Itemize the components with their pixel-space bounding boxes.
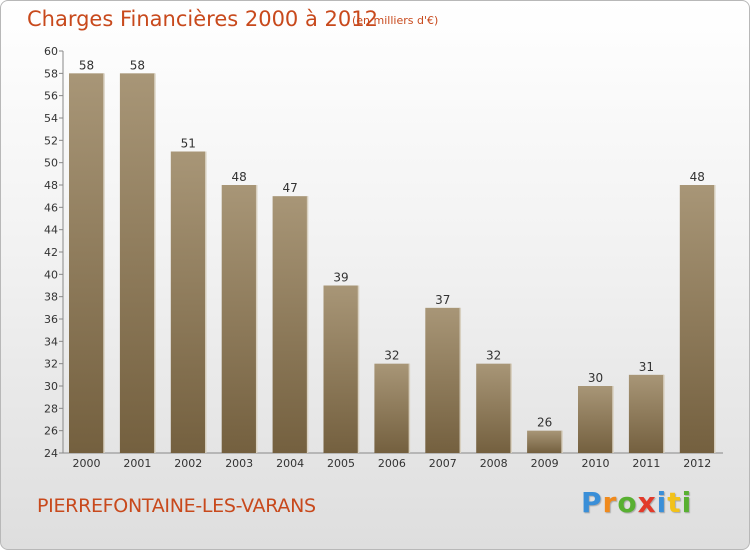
y-tick-label: 34 xyxy=(44,335,58,348)
x-tick-label: 2003 xyxy=(225,457,253,470)
bars: 58 58 51 48 47 39 32 37 32 26 30 31 48 xyxy=(69,58,716,453)
bar-2001 xyxy=(119,73,155,453)
y-tick-label: 52 xyxy=(44,134,58,147)
y-tick-label: 58 xyxy=(44,67,58,80)
bar-2011 xyxy=(628,374,664,453)
bar-value-label: 58 xyxy=(79,58,94,72)
bar-value-label: 32 xyxy=(486,349,501,363)
logo-letter: o xyxy=(617,486,638,519)
bar-value-label: 30 xyxy=(588,371,603,385)
bar-2007 xyxy=(425,307,461,453)
logo-letter: i xyxy=(681,486,693,519)
bar-value-label: 26 xyxy=(537,416,552,430)
x-tick-label: 2008 xyxy=(480,457,508,470)
bar-value-label: 48 xyxy=(690,170,705,184)
x-tick-label: 2011 xyxy=(632,457,660,470)
y-tick-label: 38 xyxy=(44,291,58,304)
chart-title: Charges Financières 2000 à 2012 xyxy=(27,7,378,31)
x-tick-label: 2002 xyxy=(174,457,202,470)
logo-letter: i xyxy=(656,486,668,519)
y-tick-label: 30 xyxy=(44,380,58,393)
bar-value-label: 51 xyxy=(181,137,196,151)
chart-subtitle: (en milliers d'€) xyxy=(352,14,439,27)
logo-letter: t xyxy=(667,486,682,519)
y-tick-label: 28 xyxy=(44,402,58,415)
y-axis-ticks: 24 26 28 30 32 34 36 38 40 42 44 46 48 50 52 54 56 58 60 xyxy=(44,45,63,460)
y-tick-label: 42 xyxy=(44,246,58,259)
bar-2002 xyxy=(170,151,206,453)
y-tick-label: 46 xyxy=(44,201,58,214)
x-tick-label: 2006 xyxy=(378,457,406,470)
y-tick-label: 24 xyxy=(44,447,58,460)
bar-value-label: 32 xyxy=(384,349,399,363)
x-tick-label: 2001 xyxy=(123,457,151,470)
y-tick-label: 36 xyxy=(44,313,58,326)
logo-letter: r xyxy=(602,486,618,519)
y-tick-label: 48 xyxy=(44,179,58,192)
y-tick-label: 50 xyxy=(44,157,58,170)
y-tick-label: 60 xyxy=(44,45,58,58)
bar-2006 xyxy=(374,363,410,453)
y-tick-label: 32 xyxy=(44,358,58,371)
x-tick-label: 2005 xyxy=(327,457,355,470)
bar-value-label: 47 xyxy=(282,181,297,195)
bar-value-label: 58 xyxy=(130,58,145,72)
bar-2010 xyxy=(578,386,613,453)
logo-letter: x xyxy=(637,486,657,519)
x-tick-label: 2000 xyxy=(73,457,101,470)
bar-2005 xyxy=(323,285,359,453)
bar-2003 xyxy=(221,185,257,453)
x-tick-label: 2007 xyxy=(429,457,457,470)
y-tick-label: 40 xyxy=(44,268,58,281)
bar-value-label: 31 xyxy=(639,360,654,374)
commune-name: PIERREFONTAINE-LES-VARANS xyxy=(37,495,316,517)
x-axis-labels: 2000 2001 2002 2003 2004 2005 2006 2007 2008 2009… xyxy=(73,457,712,470)
x-tick-label: 2010 xyxy=(582,457,610,470)
x-tick-label: 2009 xyxy=(531,457,559,470)
y-tick-label: 56 xyxy=(44,90,58,103)
bar-2009 xyxy=(527,430,563,453)
logo-letter: P xyxy=(581,486,603,519)
bar-2008 xyxy=(476,363,512,453)
y-tick-label: 26 xyxy=(44,425,58,438)
y-tick-label: 54 xyxy=(44,112,58,125)
proxiti-logo: Proxiti xyxy=(581,486,692,519)
bar-2000 xyxy=(69,73,104,453)
bar-value-label: 48 xyxy=(232,170,247,184)
x-tick-label: 2004 xyxy=(276,457,304,470)
x-tick-label: 2012 xyxy=(683,457,711,470)
bar-value-label: 39 xyxy=(333,271,348,285)
bar-2004 xyxy=(272,196,308,453)
bar-value-label: 37 xyxy=(435,293,450,307)
bar-2012 xyxy=(679,185,715,453)
y-tick-label: 44 xyxy=(44,224,58,237)
